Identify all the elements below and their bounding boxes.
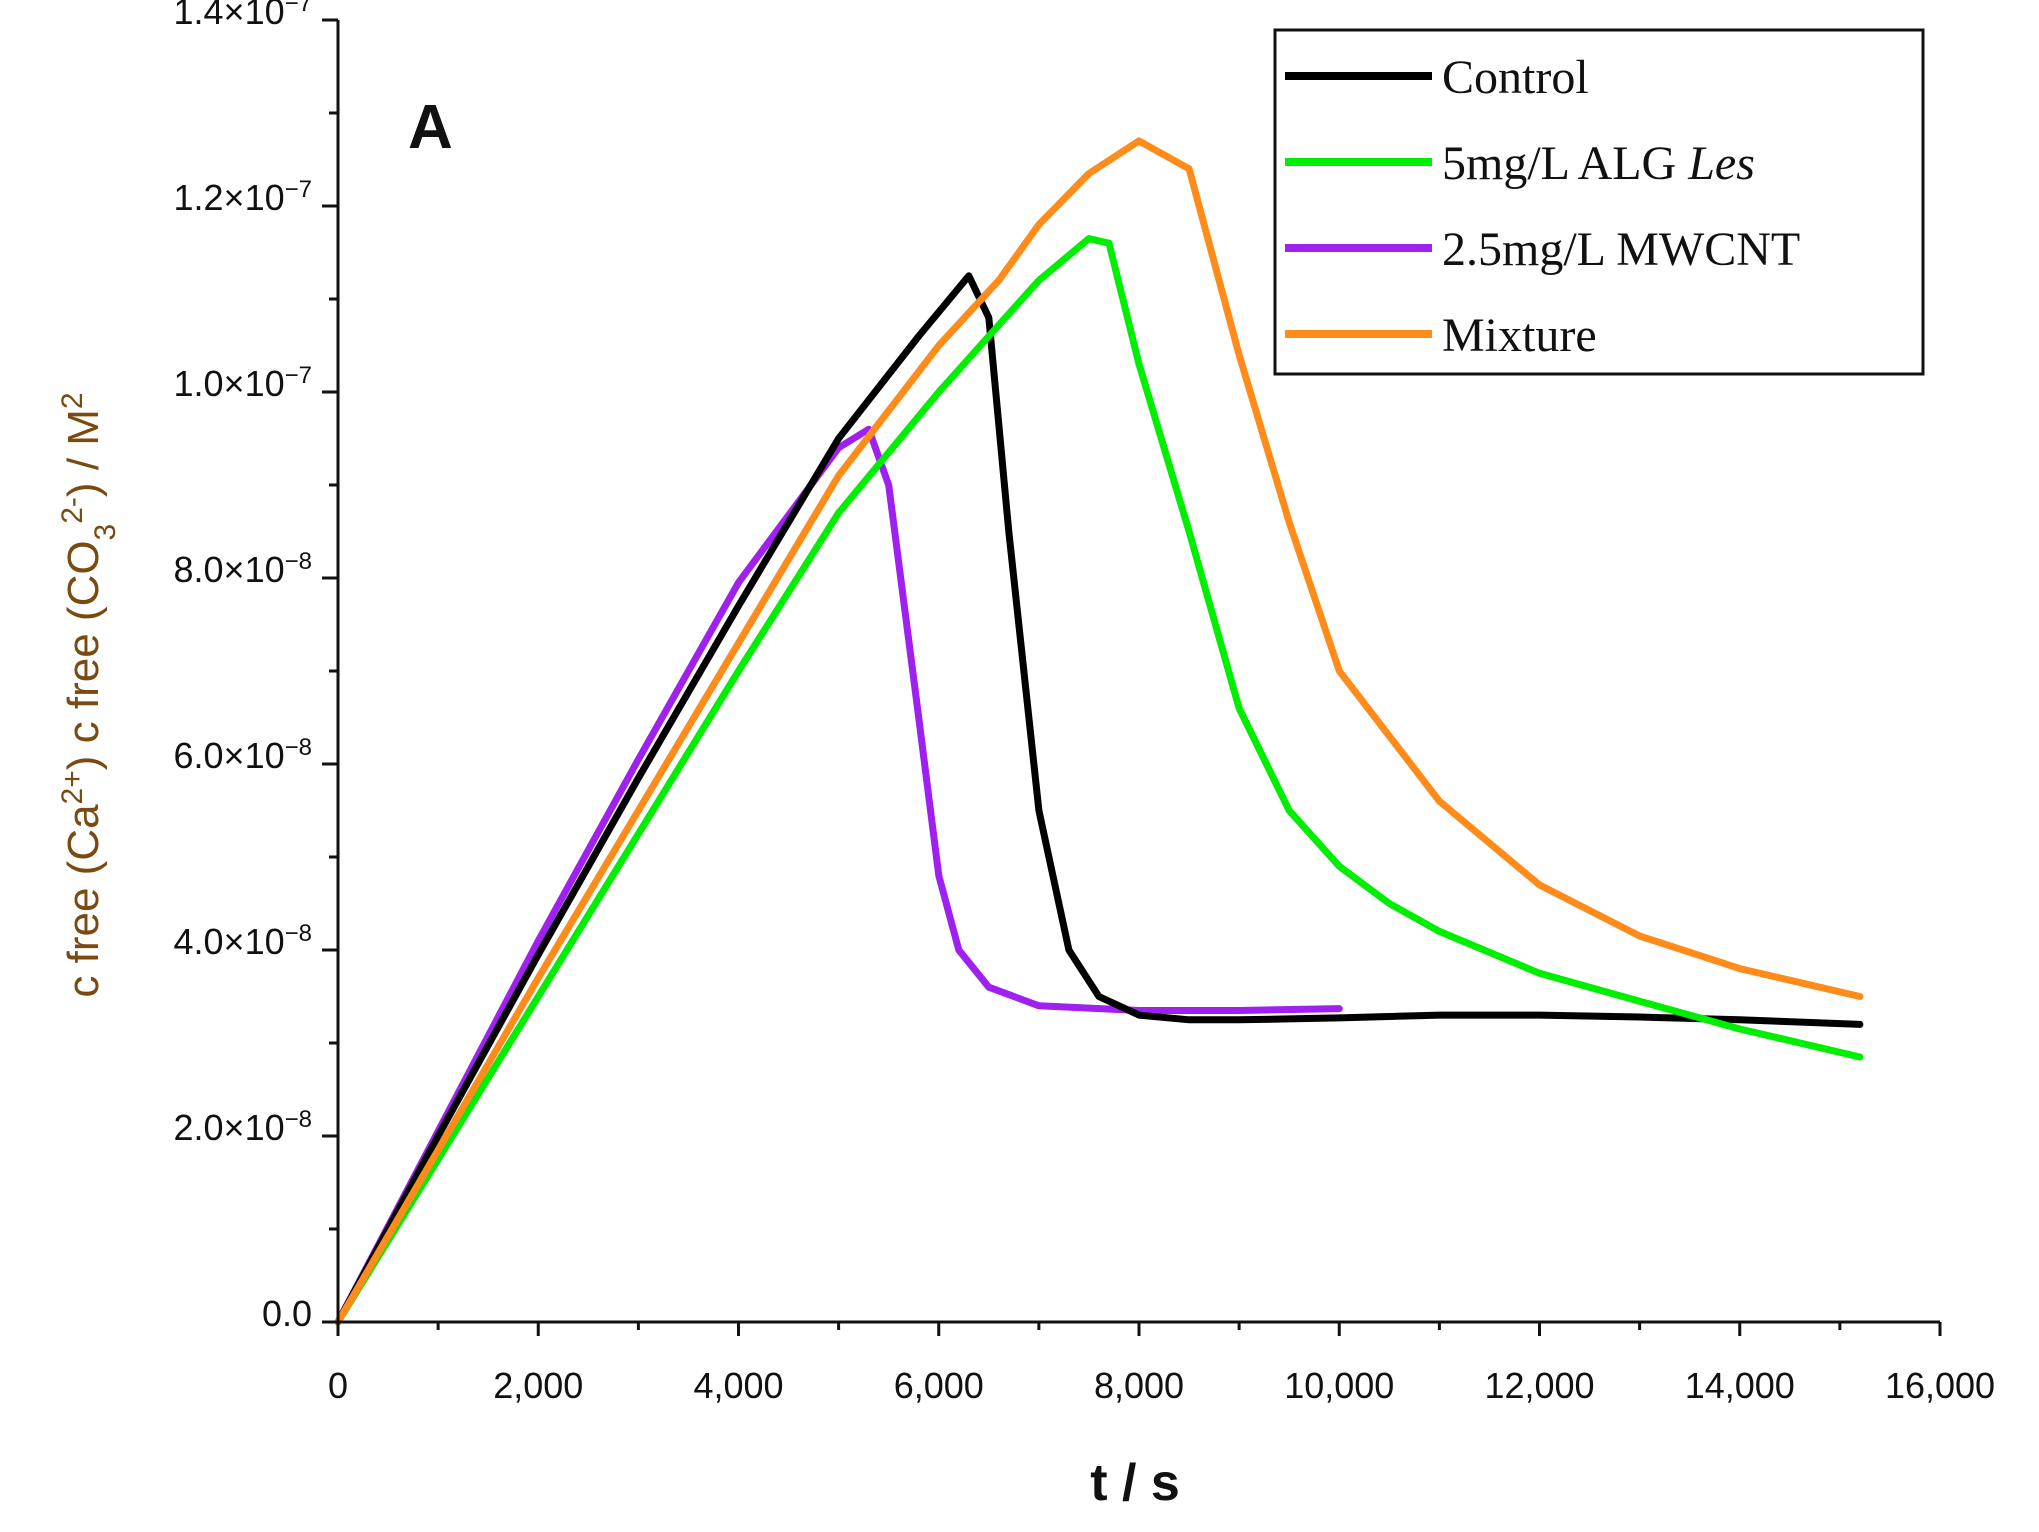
legend-label-mwcnt: 2.5mg/L MWCNT [1442,223,1800,276]
y-axis-title-sup2: 2- [56,497,89,524]
y-tick-exponent: −8 [285,548,312,575]
y-tick-label: 1.2×10−7 [174,176,313,219]
series-line-control [334,272,1864,1326]
legend-label-mixture: Mixture [1442,309,1597,362]
x-tick-label: 14,000 [1685,1365,1795,1406]
y-tick-label: 6.0×10−8 [174,734,313,777]
y-tick-mantissa: 6.0×10 [174,735,285,776]
x-tick-label: 0 [328,1365,348,1406]
legend-label-alg-italic: Les [1687,137,1755,190]
y-axis-title-part2: ) c free (CO [59,540,108,770]
y-axis-title-sup3: 2 [56,392,89,409]
x-tick-label: 12,000 [1484,1365,1594,1406]
y-tick-label: 4.0×10−8 [174,920,313,963]
x-tick-label: 2,000 [493,1365,583,1406]
y-tick-label: 0.0 [262,1293,312,1334]
x-axis-title: t / s [1090,1454,1180,1512]
y-tick-exponent: −8 [285,734,312,761]
y-tick-label: 1.4×10−7 [174,0,313,32]
x-tick-label: 16,000 [1885,1365,1995,1406]
y-tick-exponent: −8 [285,1106,312,1133]
y-axis-title: c free (Ca2+) c free (CO32-) / M2 [56,392,122,997]
legend-box [1273,28,1925,376]
y-tick-exponent: −7 [285,0,312,17]
legend-label-alg: 5mg/L ALG Les [1442,137,1755,190]
x-tick-label: 4,000 [693,1365,783,1406]
legend-label-alg-main: 5mg/L ALG [1442,137,1688,190]
y-tick-label: 1.0×10−7 [174,362,313,405]
y-tick-exponent: −8 [285,920,312,947]
y-axis-title-sub2: 3 [89,524,122,541]
y-tick-mantissa: 2.0×10 [174,1107,285,1148]
series-line-mwcnt [334,425,1343,1326]
legend: Control 5mg/L ALG Les 2.5mg/L MWCNT Mixt… [1273,28,1925,376]
series-line-mixture [334,137,1864,1326]
panel-label: A [408,93,453,162]
y-tick-mantissa: 8.0×10 [174,549,285,590]
legend-label-control: Control [1442,51,1589,104]
y-tick-label: 2.0×10−8 [174,1106,313,1149]
x-tick-label: 6,000 [894,1365,984,1406]
y-axis-title-part3: ) / M [59,409,108,497]
y-tick-label: 8.0×10−8 [174,548,313,591]
y-tick-mantissa: 0.0 [262,1293,312,1334]
x-tick-label: 8,000 [1094,1365,1184,1406]
y-tick-mantissa: 1.2×10 [174,177,285,218]
axes-layer: 0 2,000 4,000 6,000 8,000 10,000 12,000 14,000 1… [174,0,1996,1406]
y-tick-mantissa: 4.0×10 [174,921,285,962]
y-tick-mantissa: 1.0×10 [174,363,285,404]
x-tick-label: 10,000 [1284,1365,1394,1406]
y-tick-exponent: −7 [285,176,312,203]
y-axis-title-sup1: 2+ [56,770,89,804]
y-tick-mantissa: 1.4×10 [174,0,285,32]
y-tick-exponent: −7 [285,362,312,389]
y-axis-title-part1: c free (Ca [59,804,108,998]
series-line-alg [334,235,1864,1326]
series-layer [334,137,1864,1326]
